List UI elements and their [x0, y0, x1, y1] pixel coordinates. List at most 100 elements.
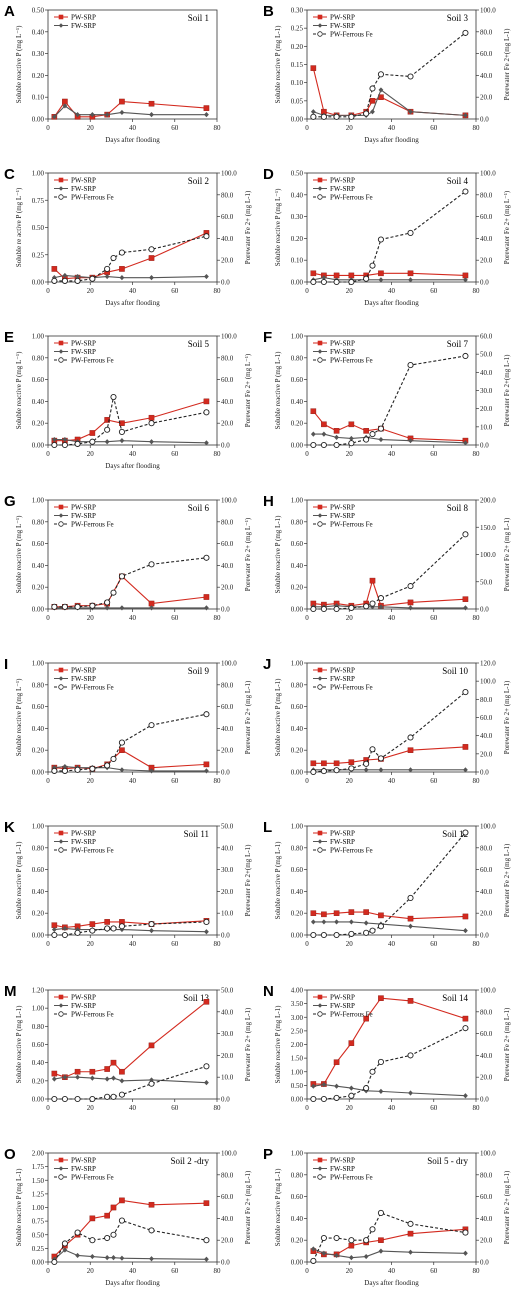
legend-marker-pw-srp: [58, 504, 64, 510]
x-axis-label: Days after flooding: [105, 136, 160, 144]
y2-tick-label: 100.0: [480, 823, 496, 831]
data-point-pw-ferrous-fe: [61, 277, 68, 284]
legend-label-pw-ferrous-fe: PW-Ferrous Fe: [330, 521, 373, 529]
data-point-pw-srp: [203, 999, 210, 1005]
y-tick-label: 0.80: [32, 354, 45, 362]
y2-tick-label: 40.0: [221, 725, 234, 733]
x-axis-label: Days after flooding: [105, 1279, 160, 1287]
data-point-fw-srp: [310, 431, 316, 437]
data-point-fw-srp: [204, 1080, 209, 1086]
y2-tick-label: 0.0: [221, 1096, 230, 1104]
data-point-pw-ferrous-fe: [203, 554, 210, 561]
data-point-fw-srp: [310, 919, 316, 925]
panel-letter: C: [4, 166, 15, 183]
x-tick-label: 20: [87, 287, 95, 295]
data-point-pw-ferrous-fe: [89, 927, 96, 934]
x-tick-label: 0: [305, 777, 309, 785]
legend-label-fw-srp: FW-SRP: [71, 838, 96, 846]
x-tick-label: 20: [87, 124, 95, 132]
data-point-pw-srp: [407, 998, 414, 1004]
data-point-pw-ferrous-fe: [104, 1234, 111, 1242]
legend-marker-pw-ferrous-fe: [58, 684, 64, 690]
x-tick-label: 40: [129, 1104, 137, 1112]
data-point-pw-ferrous-fe: [118, 1217, 125, 1224]
panel-letter: L: [263, 819, 272, 836]
data-point-pw-srp: [119, 266, 125, 272]
x-tick-label: 80: [214, 124, 222, 132]
y-tick-label: 0.00: [291, 769, 304, 777]
data-point-pw-srp: [110, 1204, 117, 1211]
y-tick-label: 1.00: [291, 333, 304, 341]
data-point-pw-ferrous-fe: [320, 1234, 327, 1242]
series-line-pw-srp: [54, 575, 207, 608]
data-point-pw-ferrous-fe: [118, 249, 125, 256]
legend-label-pw-srp: PW-SRP: [71, 667, 96, 675]
legend-label-fw-srp: FW-SRP: [71, 185, 96, 193]
y-tick-label: 0.75: [32, 197, 45, 205]
y-tick-label: 1.00: [291, 497, 304, 505]
y2-axis-label: Porewater Fe 2+(mg L-1): [503, 28, 511, 100]
y-tick-label: 2.50: [291, 1027, 304, 1035]
chart-panel-A: 0 20 40 60 80 0.00 0.10 0.20 0.30 0.40 0.50 Days af…: [4, 3, 221, 144]
data-point-pw-ferrous-fe: [369, 1226, 376, 1233]
data-point-pw-ferrous-fe: [148, 1227, 155, 1234]
data-point-fw-srp: [348, 919, 354, 925]
data-point-pw-ferrous-fe: [407, 1052, 414, 1059]
data-point-pw-ferrous-fe: [348, 1092, 355, 1099]
y-tick-label: 0.00: [32, 769, 45, 777]
legend-marker-fw-srp: [317, 349, 323, 354]
data-point-pw-srp: [407, 599, 414, 606]
series-line-pw-ferrous-fe: [313, 1027, 466, 1100]
y-tick-label: 0.50: [32, 224, 45, 232]
panel-title: Soil 10: [442, 666, 468, 676]
data-point-fw-srp: [321, 431, 327, 437]
data-point-fw-srp: [104, 112, 110, 118]
legend-label-fw-srp: FW-SRP: [330, 838, 355, 846]
data-point-pw-ferrous-fe: [377, 425, 384, 432]
data-point-pw-ferrous-fe: [51, 767, 58, 774]
data-point-fw-srp: [119, 1255, 125, 1261]
panel-letter: N: [263, 983, 274, 1000]
panel-letter: K: [4, 819, 15, 836]
panel-title: Soil 11: [184, 829, 209, 839]
legend-marker-pw-srp: [317, 1157, 323, 1163]
data-point-pw-srp: [104, 919, 110, 925]
y-tick-label: 1.00: [32, 823, 45, 831]
y-tick-label: 0.00: [291, 1096, 304, 1104]
y2-tick-label: 30.0: [480, 387, 493, 395]
data-point-pw-srp: [119, 1068, 125, 1075]
data-point-pw-srp: [378, 1237, 384, 1243]
y2-tick-label: 100.0: [480, 1150, 496, 1158]
data-point-fw-srp: [310, 1083, 316, 1089]
x-tick-label: 0: [46, 450, 50, 458]
x-tick-label: 80: [473, 940, 481, 948]
data-point-pw-ferrous-fe: [363, 1085, 370, 1092]
data-point-pw-ferrous-fe: [110, 393, 117, 401]
data-point-pw-ferrous-fe: [51, 603, 58, 610]
y2-tick-label: 60.0: [480, 50, 493, 58]
y-tick-label: 1.00: [32, 333, 45, 341]
y-tick-label: 0.40: [291, 888, 304, 896]
data-point-pw-srp: [321, 911, 327, 918]
y2-tick-label: 0.0: [480, 116, 489, 124]
data-point-pw-ferrous-fe: [369, 85, 376, 92]
data-point-pw-ferrous-fe: [407, 362, 414, 369]
y2-tick-label: 0.0: [221, 932, 230, 940]
y2-tick-label: 60.0: [480, 714, 493, 722]
data-point-pw-ferrous-fe: [310, 1257, 317, 1264]
y2-tick-label: 60.0: [221, 376, 234, 384]
data-point-pw-ferrous-fe: [310, 931, 317, 939]
data-point-pw-ferrous-fe: [74, 277, 81, 284]
data-point-pw-ferrous-fe: [320, 768, 327, 775]
y2-tick-label: 100.0: [480, 551, 496, 559]
y2-tick-label: 20.0: [480, 94, 493, 102]
y-tick-label: 0.20: [291, 584, 304, 592]
x-tick-label: 40: [388, 940, 396, 948]
data-point-fw-srp: [463, 928, 468, 934]
y-tick-label: 1.00: [32, 497, 45, 505]
y-tick-label: 1.00: [291, 1150, 304, 1158]
x-tick-label: 40: [388, 450, 396, 458]
panel-title: Soil 5 - dry: [427, 1156, 468, 1166]
legend-marker-fw-srp: [58, 1166, 64, 1171]
x-tick-label: 80: [214, 777, 222, 785]
